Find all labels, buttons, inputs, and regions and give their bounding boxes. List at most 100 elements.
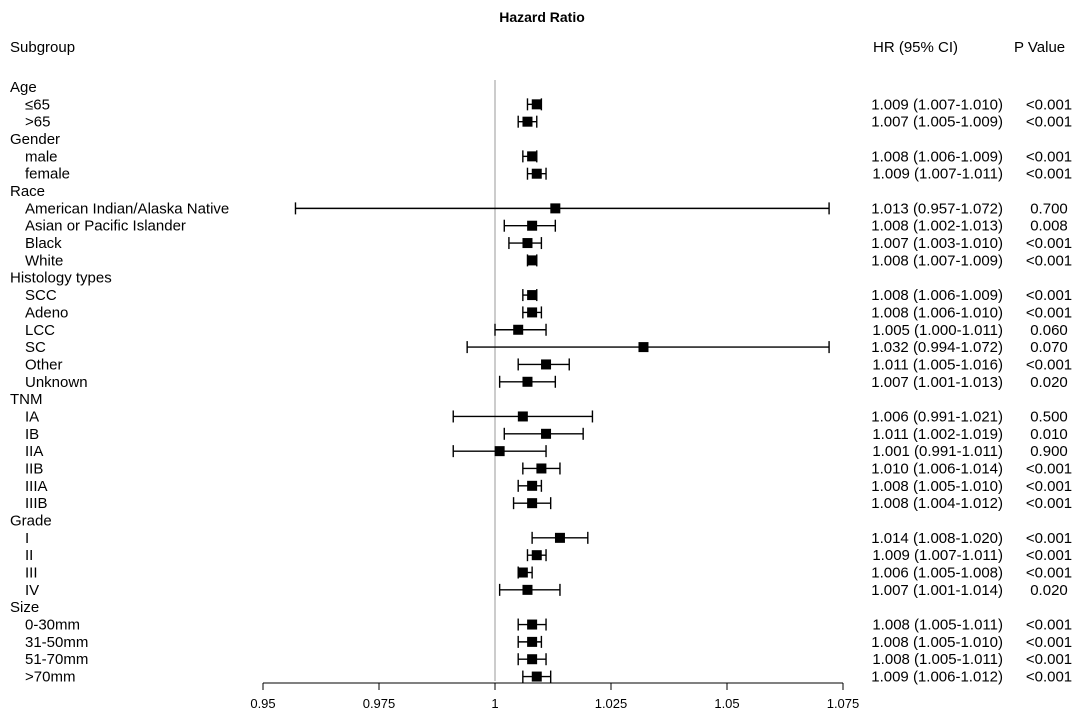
hr-ci-value: 1.008 (1.006-1.009) [871, 287, 1003, 304]
hr-point [531, 99, 542, 110]
hr-ci-value: 1.011 (1.005-1.016) [872, 356, 1003, 373]
hr-point [522, 238, 533, 249]
hr-point [554, 532, 565, 543]
hr-point [527, 619, 538, 630]
hr-point [531, 168, 542, 179]
p-value: 0.700 [1030, 200, 1068, 217]
p-value: <0.001 [1026, 565, 1072, 582]
x-tick-label: 1.025 [595, 696, 628, 711]
hr-point [527, 498, 538, 509]
subgroup-label: >65 [25, 114, 50, 131]
subgroup-label: IIA [25, 443, 43, 460]
subgroup-label: 0-30mm [25, 617, 80, 634]
p-value: <0.001 [1026, 166, 1072, 183]
hr-point [517, 411, 528, 422]
p-value: <0.001 [1026, 114, 1072, 131]
subgroup-label: White [25, 252, 63, 269]
subgroup-label: I [25, 530, 29, 547]
hr-ci-value: 1.008 (1.007-1.009) [871, 252, 1003, 269]
hr-ci-value: 1.009 (1.007-1.010) [871, 96, 1003, 113]
hr-point [527, 654, 538, 665]
hr-ci-value: 1.008 (1.004-1.012) [871, 495, 1003, 512]
group-header-label: Size [10, 599, 39, 616]
group-header-label: Race [10, 183, 45, 200]
p-value: 0.020 [1030, 582, 1068, 599]
subgroup-label: female [25, 166, 70, 183]
hr-point [527, 220, 538, 231]
hr-point [550, 203, 561, 214]
subgroup-label: >70mm [25, 669, 75, 686]
subgroup-label: IB [25, 426, 39, 443]
rows-layer: Age≤65 1.009 (1.007-1.010) <0.001 >65 1.007 … [10, 79, 1072, 686]
hr-point [531, 671, 542, 682]
hr-ci-value: 1.010 (1.006-1.014) [871, 460, 1003, 477]
subgroup-label: IIIB [25, 495, 48, 512]
subgroup-label: SCC [25, 287, 57, 304]
hr-ci-value: 1.001 (0.991-1.011) [872, 443, 1003, 460]
hr-ci-value: 1.008 (1.002-1.013) [871, 218, 1003, 235]
p-value: <0.001 [1026, 148, 1072, 165]
p-value: <0.001 [1026, 304, 1072, 321]
hr-point [527, 290, 538, 301]
p-value: <0.001 [1026, 235, 1072, 252]
subgroup-label: American Indian/Alaska Native [25, 200, 229, 217]
column-header-subgroup: Subgroup [10, 39, 75, 56]
hr-point [494, 446, 505, 457]
p-value: 0.500 [1030, 408, 1068, 425]
p-value: <0.001 [1026, 96, 1072, 113]
column-header-p-value: P Value [1014, 39, 1065, 56]
hr-point [541, 428, 552, 439]
p-value: <0.001 [1026, 460, 1072, 477]
hr-ci-value: 1.011 (1.002-1.019) [872, 426, 1003, 443]
hr-ci-value: 1.008 (1.006-1.010) [871, 304, 1003, 321]
p-value: 0.900 [1030, 443, 1068, 460]
subgroup-label: IIB [25, 460, 43, 477]
x-tick-label: 1.075 [827, 696, 860, 711]
hr-ci-value: 1.008 (1.005-1.010) [871, 478, 1003, 495]
subgroup-label: 31-50mm [25, 634, 88, 651]
hr-point [527, 255, 538, 266]
group-header-label: Histology types [10, 270, 112, 287]
subgroup-label: Asian or Pacific Islander [25, 218, 186, 235]
hr-ci-value: 1.007 (1.001-1.014) [871, 582, 1003, 599]
group-header-label: Gender [10, 131, 60, 148]
hr-point [527, 636, 538, 647]
p-value: 0.070 [1030, 339, 1068, 356]
hr-ci-value: 1.032 (0.994-1.072) [871, 339, 1003, 356]
p-value: 0.008 [1030, 218, 1068, 235]
group-header-label: TNM [10, 391, 43, 408]
hr-point [541, 359, 552, 370]
subgroup-label: IV [25, 582, 39, 599]
subgroup-label: male [25, 148, 58, 165]
hr-ci-value: 1.006 (1.005-1.008) [871, 565, 1003, 582]
hr-ci-value: 1.014 (1.008-1.020) [871, 530, 1003, 547]
subgroup-label: SC [25, 339, 46, 356]
hr-point [522, 376, 533, 387]
subgroup-label: Unknown [25, 374, 88, 391]
hr-point [527, 480, 538, 491]
subgroup-label: LCC [25, 322, 55, 339]
hr-point [638, 342, 649, 353]
hr-ci-value: 1.008 (1.005-1.011) [872, 617, 1003, 634]
hr-ci-value: 1.009 (1.006-1.012) [871, 669, 1003, 686]
group-header-label: Grade [10, 513, 52, 530]
hr-ci-value: 1.006 (0.991-1.021) [871, 408, 1003, 425]
p-value: 0.020 [1030, 374, 1068, 391]
hr-point [531, 550, 542, 561]
p-value: <0.001 [1026, 478, 1072, 495]
hr-ci-value: 1.008 (1.006-1.009) [871, 148, 1003, 165]
hr-ci-value: 1.005 (1.000-1.011) [872, 322, 1003, 339]
p-value: 0.010 [1030, 426, 1068, 443]
group-header-label: Age [10, 79, 37, 96]
hr-point [527, 151, 538, 162]
subgroup-label: IIIA [25, 478, 48, 495]
p-value: <0.001 [1026, 287, 1072, 304]
subgroup-label: Adeno [25, 304, 68, 321]
p-value: 0.060 [1030, 322, 1068, 339]
hr-ci-value: 1.013 (0.957-1.072) [871, 200, 1003, 217]
hr-point [513, 324, 524, 335]
subgroup-label: Black [25, 235, 62, 252]
p-value: <0.001 [1026, 651, 1072, 668]
p-value: <0.001 [1026, 634, 1072, 651]
